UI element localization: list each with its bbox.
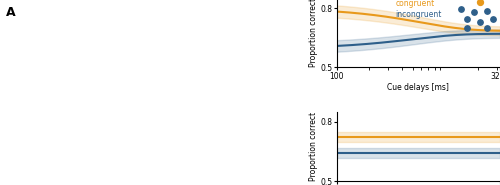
Point: [114, 26, 122, 29]
Point: [105, 52, 113, 55]
Text: congruent: congruent: [396, 0, 434, 8]
Y-axis label: Proportion correct: Proportion correct: [308, 112, 318, 181]
X-axis label: Cue delays [ms]: Cue delays [ms]: [388, 83, 450, 92]
Text: incongruent: incongruent: [396, 10, 442, 19]
Text: B: B: [284, 0, 294, 1]
Point: [112, 52, 120, 55]
Point: [110, 34, 118, 37]
Point: [112, 3, 120, 6]
Point: [105, 26, 113, 29]
Point: [108, 7, 116, 10]
Text: A: A: [6, 6, 16, 18]
Y-axis label: Proportion correct: Proportion correct: [308, 0, 318, 67]
Point: [102, 0, 110, 2]
